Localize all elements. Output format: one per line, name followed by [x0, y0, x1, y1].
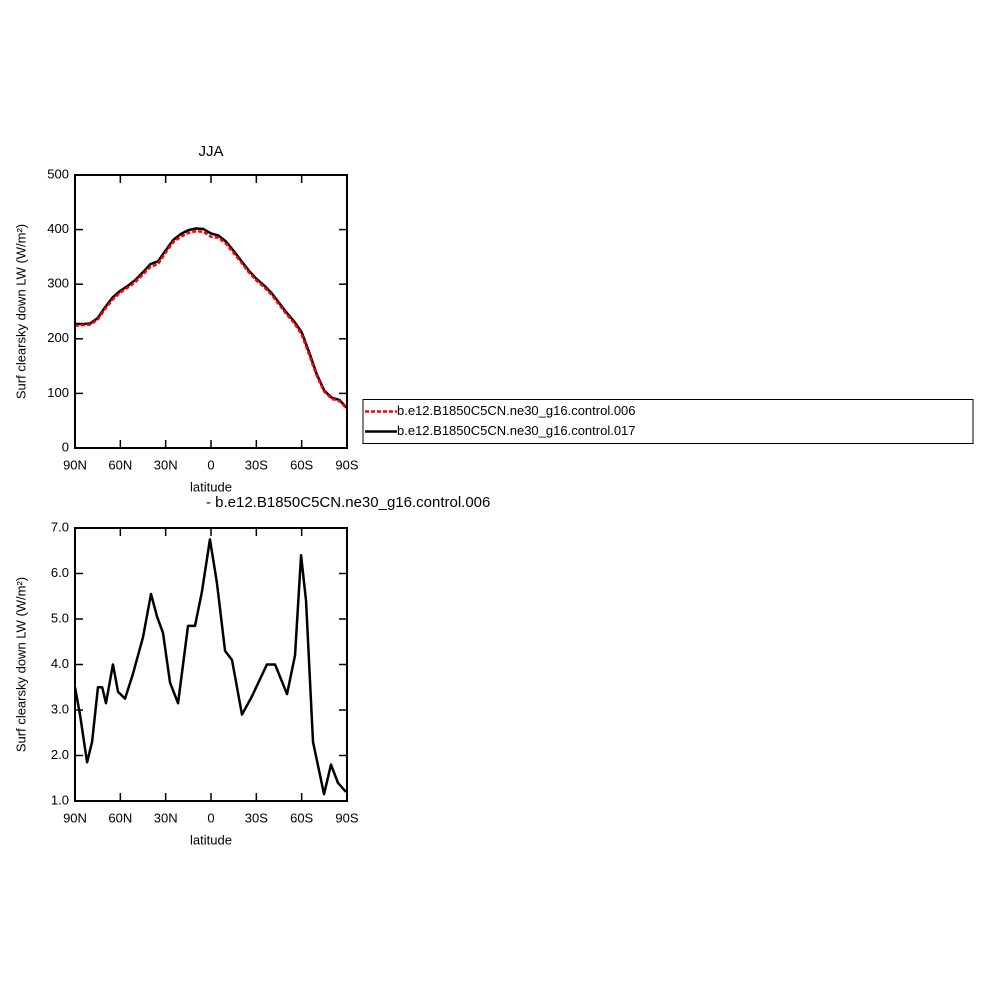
x-tick-label: 30N: [154, 810, 178, 825]
x-tick-label: 90N: [63, 457, 87, 472]
x-tick-label: 60S: [290, 457, 313, 472]
y-tick-label: 200: [47, 330, 69, 345]
x-tick-label: 0: [207, 457, 214, 472]
x-tick-label: 30S: [245, 457, 268, 472]
y-tick-label: 500: [47, 166, 69, 181]
data-line: [74, 229, 348, 410]
y-tick-label: 6.0: [51, 565, 69, 580]
y-tick-label: 4.0: [51, 656, 69, 671]
data-line: [75, 227, 348, 409]
y-tick-label: 7.0: [51, 519, 69, 534]
x-tick-label: 90N: [63, 810, 87, 825]
y-tick-label: 2.0: [51, 747, 69, 762]
plot-frame: [74, 174, 348, 449]
x-tick-label: 30N: [154, 457, 178, 472]
y-axis-label: Surf clearsky down LW (W/m²): [13, 577, 28, 752]
x-tick-label: 30S: [245, 810, 268, 825]
chart: - b.e12.B1850C5CN.ne30_g16.control.006la…: [13, 494, 490, 847]
y-tick-label: 100: [47, 385, 69, 400]
y-tick-label: 0: [62, 439, 69, 454]
chart: JJA latitude Surf clearsky down LW (W/m²) 0…: [13, 143, 974, 494]
y-tick-label: 1.0: [51, 792, 69, 807]
legend: b.e12.B1850C5CN.ne30_g16.control.006 b.e1…: [362, 399, 974, 444]
y-tick-label: 5.0: [51, 610, 69, 625]
x-tick-label: 90S: [335, 810, 358, 825]
legend-box: [362, 399, 974, 444]
chart-title: - b.e12.B1850C5CN.ne30_g16.control.006: [206, 494, 490, 511]
data-line: [73, 538, 347, 796]
x-tick-label: 60N: [108, 457, 132, 472]
y-tick-label: 300: [47, 276, 69, 291]
x-tick-label: 90S: [335, 457, 358, 472]
legend-label: b.e12.B1850C5CN.ne30_g16.control.006: [397, 403, 636, 418]
y-tick-label: 3.0: [51, 701, 69, 716]
x-tick-label: 60S: [290, 810, 313, 825]
y-tick-label: 400: [47, 221, 69, 236]
x-tick-label: 0: [207, 810, 214, 825]
plot-frame: [74, 527, 348, 802]
x-tick-label: 60N: [108, 810, 132, 825]
legend-label: b.e12.B1850C5CN.ne30_g16.control.017: [397, 423, 636, 438]
chart-title: JJA: [198, 143, 223, 160]
x-axis-label: latitude: [190, 832, 232, 847]
y-axis-label: Surf clearsky down LW (W/m²): [13, 224, 28, 399]
x-axis-label: latitude: [190, 479, 232, 494]
